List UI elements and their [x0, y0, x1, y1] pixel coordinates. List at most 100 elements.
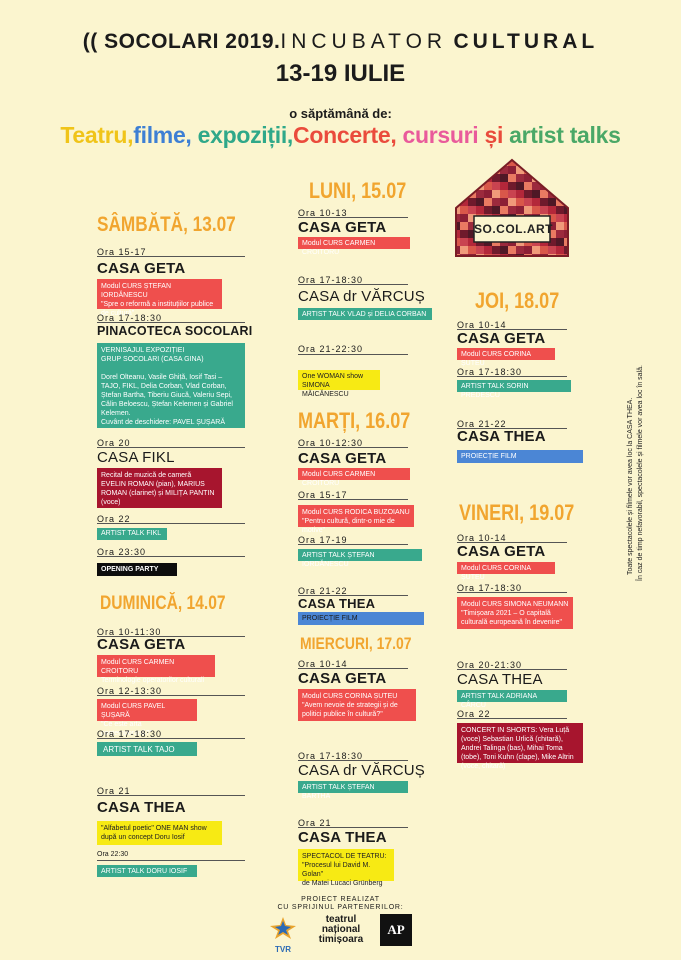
- topics-line: Teatru,filme, expoziții,Concerte, cursur…: [0, 122, 681, 149]
- mosaic-tile: [492, 206, 500, 214]
- mosaic-tile: [556, 206, 564, 214]
- mosaic-tile: [476, 174, 484, 182]
- event-text: One WOMAN show SIMONA MĂICĂNESCU: [302, 373, 364, 398]
- topic-artist-talks: artist talks: [509, 122, 621, 148]
- venue-label: CASA GETA: [298, 219, 387, 236]
- mosaic-tile: [564, 174, 568, 182]
- mosaic-tile: [556, 246, 564, 254]
- event-text: Modul CURS CORINA ȘUTEU: [461, 351, 531, 367]
- event-text: ARTIST TALK FIKL: [101, 530, 162, 537]
- mosaic-tile: [516, 166, 524, 174]
- time-label: Ora 17-18:30: [457, 583, 523, 593]
- mosaic-tile: [456, 238, 460, 246]
- mosaic-tile: [508, 174, 516, 182]
- venue-label: PINACOTECA SOCOLARI: [97, 324, 253, 338]
- mosaic-tile: [476, 198, 484, 206]
- mosaic-tile: [516, 246, 524, 254]
- time-label: Ora 10-13: [298, 208, 348, 218]
- mosaic-tile: [460, 230, 468, 238]
- mosaic-tile: [484, 182, 492, 190]
- mosaic-tile: [456, 206, 460, 214]
- mosaic-tile: [492, 182, 500, 190]
- event-box: Modul CURS CARMEN CROITORU Terminologie …: [97, 655, 215, 684]
- mosaic-tile: [500, 166, 508, 174]
- event-text: Modul CURS CARMEN CROITORU: [302, 240, 376, 256]
- mosaic-tile: [540, 166, 548, 174]
- mosaic-tile: [476, 246, 484, 254]
- event-dates: 13-19 IULIE: [275, 60, 406, 87]
- event-box: ARTIST TALK DORU IOSIF: [97, 865, 197, 877]
- event-box: "Alfabetul poetic" ONE MAN show după un …: [97, 821, 222, 845]
- divider: [457, 542, 567, 543]
- mosaic-tile: [564, 166, 568, 174]
- day-wednesday: MIERCURI, 17.07: [300, 634, 412, 653]
- mosaic-tile: [476, 206, 484, 214]
- logo-mark: ((: [82, 30, 98, 53]
- mosaic-tile: [468, 214, 476, 222]
- mosaic-tile: [460, 166, 468, 174]
- title-part-3: CULTURAL: [453, 30, 599, 53]
- ap-label: AP: [387, 922, 405, 937]
- day-monday: LUNI, 15.07: [309, 178, 407, 203]
- mosaic-tile: [556, 214, 564, 222]
- mosaic-tile: [516, 206, 524, 214]
- event-box: VERNISAJUL EXPOZIȚIEI GRUP SOCOLARI (CAS…: [97, 343, 245, 428]
- mosaic-tile: [460, 206, 468, 214]
- mosaic-tile: [460, 214, 468, 222]
- mosaic-tile: [476, 160, 484, 166]
- mosaic-tile: [548, 222, 556, 230]
- event-box: Modul CURS CARMEN CROITORU: [298, 237, 410, 256]
- mosaic-tile: [456, 230, 460, 238]
- mosaic-tile: [468, 174, 476, 182]
- mosaic-tile: [468, 238, 476, 246]
- divider: [97, 523, 245, 524]
- mosaic-tile: [548, 238, 556, 246]
- time-label: Ora 10-14: [298, 659, 348, 669]
- mosaic-tile: [564, 182, 568, 190]
- mosaic-tile: [468, 160, 476, 166]
- event-text: PROIECȚIE FILM: [302, 615, 358, 622]
- house-mosaic-icon: [455, 158, 569, 257]
- event-box: Modul CURS PAVEL ȘUȘARĂ "Ce este arta co…: [97, 699, 197, 737]
- event-box: Modul CURS CORINA ȘUTEU "Avem nevoie de …: [298, 689, 416, 721]
- mosaic-tile: [548, 160, 556, 166]
- event-text: OPENING PARTY: [101, 566, 159, 573]
- time-label: Ora 17-18:30: [457, 367, 523, 377]
- mosaic-tile: [516, 174, 524, 182]
- time-label: Ora 17-18:30: [298, 275, 364, 285]
- event-text: Modul CURS PAVEL ȘUȘARĂ "Ce este arta co…: [101, 703, 166, 737]
- socolart-logo-text: SO.COL.ART: [474, 222, 553, 236]
- time-label: Ora 21-22:30: [298, 344, 364, 354]
- mosaic-tile: [484, 198, 492, 206]
- divider: [457, 376, 567, 377]
- venue-label: CASA dr VĂRCUȘ: [298, 288, 426, 305]
- mosaic-tile: [508, 198, 516, 206]
- teatru-line-3: timișoara: [318, 934, 364, 945]
- tvr-star-icon: [270, 917, 296, 939]
- mosaic-tile: [468, 182, 476, 190]
- mosaic-tile: [460, 246, 468, 254]
- event-text: Modul CURS ȘTEFAN IORDĂNESCU "Spre o ref…: [101, 283, 214, 317]
- event-box: ARTIST TALK TAJO: [97, 742, 197, 756]
- event-text: Modul CURS CARMEN CROITORU Terminologie …: [101, 659, 205, 684]
- mosaic-tile: [548, 246, 556, 254]
- mosaic-tile: [516, 182, 524, 190]
- divider: [97, 695, 245, 696]
- partner-tvr-logo: TVR: [268, 916, 298, 954]
- mosaic-tile: [556, 174, 564, 182]
- topic-concerts: Concerte,: [293, 122, 403, 148]
- divider: [298, 668, 408, 669]
- event-box: Modul CURS CORINA ȘUTEU: [457, 562, 555, 581]
- event-box: ARTIST TALK FIKL: [97, 528, 167, 540]
- mosaic-tile: [548, 174, 556, 182]
- partner-teatru-logo: teatrul național timișoara: [312, 915, 370, 945]
- mosaic-tile: [460, 182, 468, 190]
- divider: [298, 447, 408, 448]
- mosaic-tile: [460, 174, 468, 182]
- opening-party-box: OPENING PARTY: [97, 563, 177, 576]
- topic-theatre: Teatru,: [60, 122, 134, 148]
- event-box: ARTIST TALK ADRIANA CÂRCU: [457, 690, 567, 709]
- venue-label: CASA THEA: [97, 799, 186, 816]
- event-text: "Alfabetul poetic" ONE MAN show după un …: [101, 825, 207, 841]
- event-box: Modul CURS RODICA BUZOIANU "Pentru cultu…: [298, 505, 414, 534]
